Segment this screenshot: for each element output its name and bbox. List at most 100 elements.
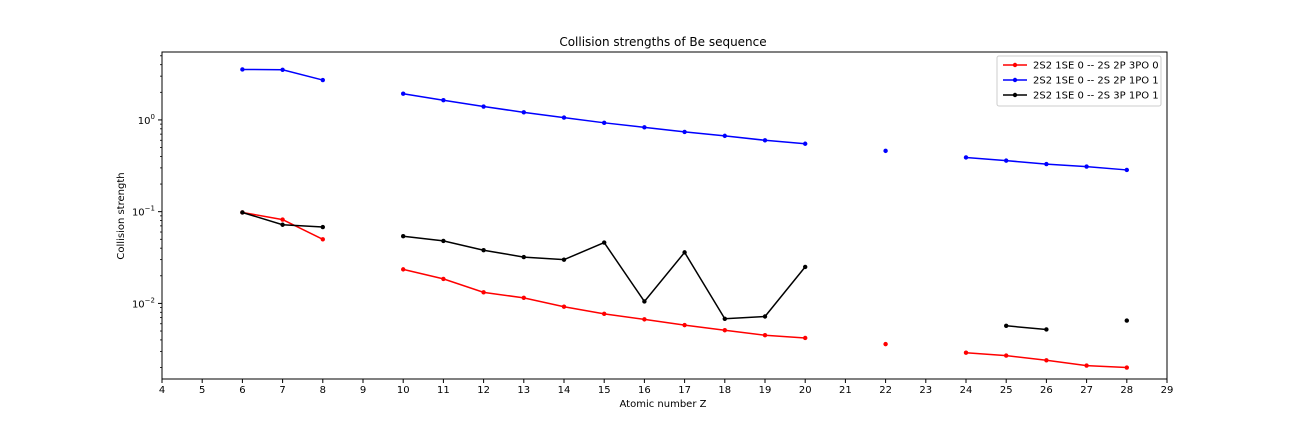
data-point: [963, 155, 969, 160]
x-tick-label: 9: [360, 385, 366, 396]
data-point: [561, 304, 567, 309]
legend-marker: [1012, 92, 1018, 98]
x-tick-label: 26: [1040, 385, 1053, 396]
data-point: [682, 129, 687, 135]
x-tick-label: 27: [1080, 385, 1093, 396]
legend-label: 2S2 1SE 0 -- 2S 2P 1PO 1: [1033, 76, 1159, 87]
x-tick-label: 11: [437, 385, 450, 396]
x-tick-label: 7: [279, 385, 285, 396]
data-point: [1044, 358, 1049, 363]
series-layer: [240, 67, 1130, 370]
data-point: [602, 240, 607, 245]
data-point: [561, 257, 567, 262]
data-point: [642, 299, 647, 304]
x-tick-label: 29: [1161, 385, 1174, 396]
x-tick-label: 23: [919, 385, 932, 396]
data-point: [1084, 164, 1089, 169]
data-point: [320, 224, 325, 230]
x-tick-label: 8: [320, 385, 326, 396]
x-tick-label: 16: [638, 385, 651, 396]
legend-box: [996, 55, 1162, 107]
data-point: [722, 328, 727, 333]
y-axis-label: Collision strength: [116, 172, 127, 259]
data-point: [1004, 158, 1009, 163]
x-tick-label: 28: [1120, 385, 1133, 396]
data-point: [642, 125, 647, 130]
data-point: [1044, 161, 1049, 167]
data-point: [1124, 167, 1130, 173]
legend-label: 2S2 1SE 0 -- 2S 2P 3PO 0: [1033, 61, 1159, 72]
legend-label: 2S2 1SE 0 -- 2S 3P 1PO 1: [1033, 91, 1159, 102]
data-point: [441, 98, 446, 103]
series-line: [403, 92, 806, 145]
data-point: [521, 110, 526, 115]
legend: 2S2 1SE 0 -- 2S 2P 3PO 0 2S2 1SE 0 -- 2S …: [996, 55, 1162, 107]
data-point: [682, 322, 687, 328]
x-tick-label: 22: [879, 385, 892, 396]
y-axis: 10−2 10−1 100: [132, 55, 162, 368]
x-tick-label: 12: [477, 385, 490, 396]
data-point: [722, 133, 727, 139]
y-tick-label: 100: [138, 113, 155, 127]
data-point: [481, 290, 486, 295]
x-tick-label: 21: [839, 385, 852, 396]
data-point: [441, 276, 446, 282]
data-point: [280, 222, 285, 227]
series-line: [1006, 325, 1047, 331]
data-point: [1124, 365, 1130, 370]
data-point: [803, 264, 808, 270]
data-point: [642, 317, 647, 322]
x-tick-label: 14: [558, 385, 571, 396]
x-axis-label: Atomic number Z: [620, 399, 707, 410]
y-tick-label: 10−1: [132, 205, 155, 219]
x-tick-label: 24: [960, 385, 973, 396]
data-point: [280, 217, 285, 222]
x-tick-label: 20: [799, 385, 812, 396]
series-line: [403, 268, 806, 339]
x-tick-label: 25: [1000, 385, 1013, 396]
y-tick-label: 10−2: [132, 296, 155, 310]
data-point: [320, 237, 325, 242]
data-point: [1084, 363, 1089, 368]
data-point: [602, 120, 607, 126]
legend-item: 2S2 1SE 0 -- 2S 2P 3PO 0: [1003, 61, 1159, 72]
data-point: [521, 254, 526, 260]
data-point: [401, 234, 406, 239]
series-2: [240, 67, 1130, 173]
legend-marker: [1012, 77, 1018, 83]
x-tick-label: 13: [517, 385, 530, 396]
data-point: [1124, 318, 1130, 323]
data-point: [762, 138, 768, 143]
data-point: [401, 91, 406, 96]
data-point: [1044, 327, 1049, 332]
data-point: [762, 314, 768, 319]
legend-item: 2S2 1SE 0 -- 2S 2P 1PO 1: [1003, 76, 1159, 87]
legend-item: 2S2 1SE 0 -- 2S 3P 1PO 1: [1003, 91, 1159, 102]
data-point: [602, 311, 607, 317]
series-3: [240, 210, 1130, 332]
x-axis: 4 5 6 7 8 9 10 11 12 13 14 15 16 17 18 19 20 21 22 23 24 25 26…: [159, 379, 1174, 396]
legend-marker: [1012, 62, 1018, 68]
data-point: [401, 267, 406, 272]
data-point: [481, 248, 486, 253]
data-point: [722, 316, 727, 321]
data-point: [803, 141, 808, 146]
data-point: [682, 250, 687, 255]
data-point: [481, 104, 486, 109]
x-tick-label: 15: [598, 385, 611, 396]
x-tick-label: 18: [718, 385, 731, 396]
data-point: [280, 67, 285, 72]
data-point: [1004, 323, 1009, 329]
x-tick-label: 17: [678, 385, 691, 396]
x-tick-label: 6: [239, 385, 245, 396]
x-tick-label: 5: [199, 385, 205, 396]
data-point: [561, 115, 567, 120]
chart-title: Collision strengths of Be sequence: [559, 35, 766, 49]
series-line: [403, 235, 806, 320]
data-point: [762, 333, 768, 338]
data-point: [803, 335, 808, 341]
x-tick-label: 10: [397, 385, 410, 396]
data-point: [883, 148, 888, 154]
data-point: [963, 350, 969, 355]
